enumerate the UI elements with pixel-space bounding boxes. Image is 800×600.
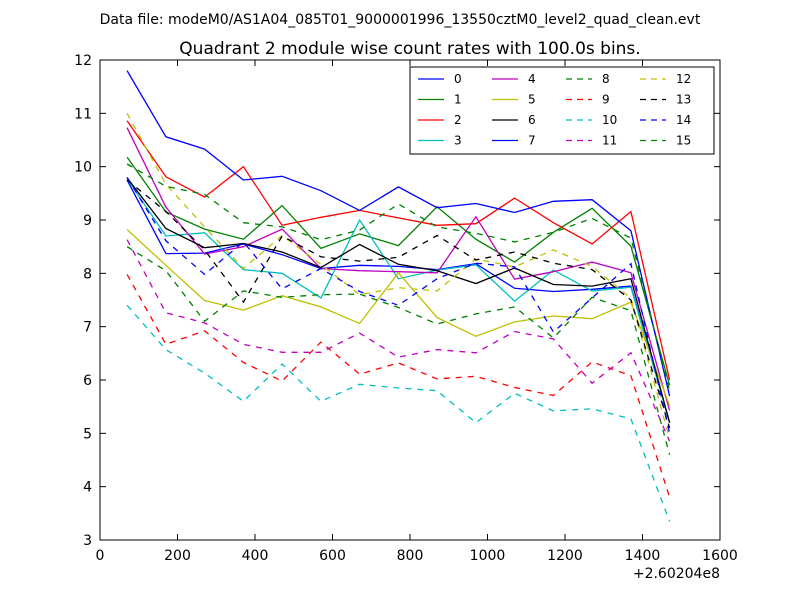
y-tick-label: 5 [83,426,92,442]
legend-frame [409,66,715,155]
y-tick-label: 10 [74,160,92,176]
y-tick-label: 7 [83,320,92,336]
series-line-3 [126,178,671,423]
legend-label: 2 [454,113,462,127]
legend-label: 0 [454,72,462,86]
x-tick-label: 1200 [547,548,583,564]
legend-label: 8 [602,72,610,86]
x-tick-label: 1000 [470,548,506,564]
series-line-7 [126,70,671,397]
x-tick-label: 800 [397,548,424,564]
legend-label: 10 [602,113,617,127]
series-line-13 [126,179,671,429]
x-tick-label: 400 [242,548,269,564]
x-tick-label: 0 [96,548,105,564]
x-tick-label: 200 [164,548,191,564]
x-offset-label: +2.60204e8 [633,566,720,582]
legend-label: 6 [528,113,536,127]
y-tick-label: 6 [83,373,92,389]
series-line-4 [126,127,671,411]
legend-label: 5 [528,93,536,107]
series-line-12 [126,112,671,439]
legend-label: 3 [454,134,462,148]
legend-label: 13 [676,93,691,107]
series-line-14 [126,176,671,434]
series-line-1 [126,156,671,386]
y-tick-label: 8 [83,266,92,282]
series-line-8 [126,246,671,455]
legend-label: 15 [676,134,691,148]
y-tick-label: 4 [83,480,92,496]
series-line-2 [126,120,671,381]
series-line-6 [126,177,671,423]
series-line-10 [126,304,671,522]
ticks-layer: 0 200 400 600 800 1000 1200 1400 160034567891011… [74,53,738,564]
legend-label: 12 [676,72,691,86]
y-tick-label: 9 [83,213,92,229]
y-tick-label: 12 [74,53,92,69]
legend-label: 7 [528,134,536,148]
series-line-0 [126,179,671,423]
series-line-9 [126,274,671,498]
legend-label: 11 [602,134,617,148]
legend-label: 9 [602,93,610,107]
y-tick-label: 11 [74,106,92,122]
legend-label: 4 [528,72,536,86]
series-line-11 [126,239,671,442]
series-layer [126,70,671,522]
chart-title: Quadrant 2 module wise count rates with … [179,39,640,59]
chart-suptitle: Data file: modeM0/AS1A04_085T01_90000019… [100,12,701,28]
y-tick-label: 3 [83,533,92,549]
series-line-15 [126,163,671,391]
x-tick-label: 600 [319,548,346,564]
x-tick-label: 1400 [625,548,661,564]
series-line-5 [126,229,671,406]
legend-label: 14 [676,113,691,127]
legend-label: 1 [454,93,462,107]
x-tick-label: 1600 [702,548,738,564]
